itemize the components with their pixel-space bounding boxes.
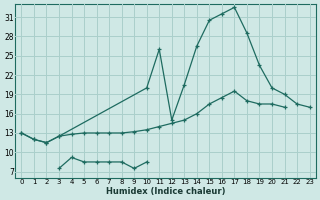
X-axis label: Humidex (Indice chaleur): Humidex (Indice chaleur): [106, 187, 225, 196]
